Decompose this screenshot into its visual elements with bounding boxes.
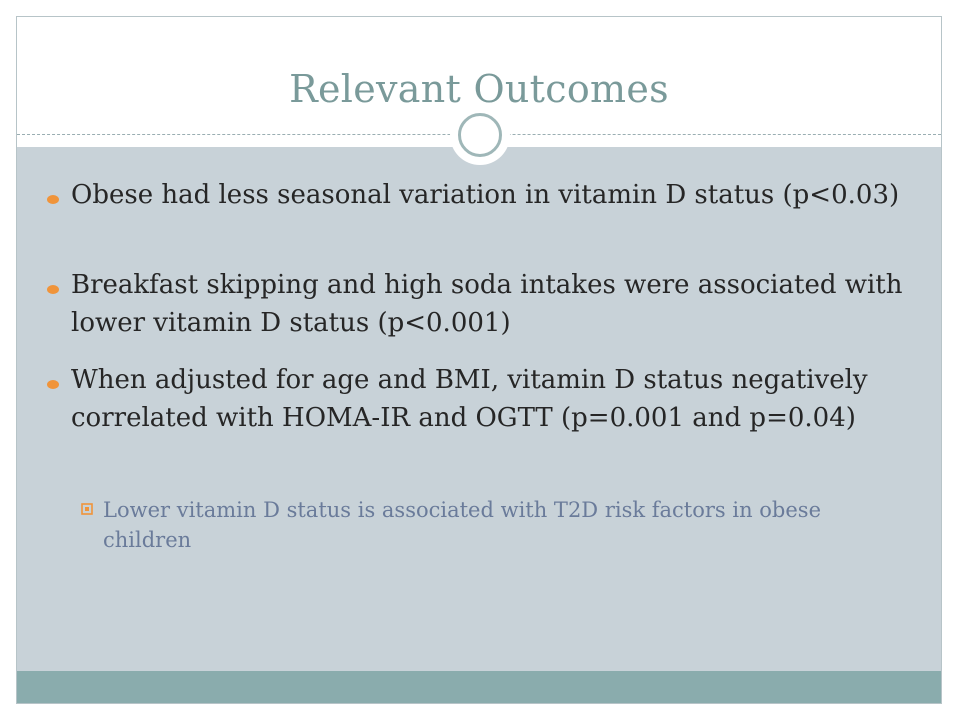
ring-circle-icon [458, 113, 502, 157]
bullet-text: Breakfast skipping and high soda intakes… [71, 270, 903, 338]
bullet-text: Obese had less seasonal variation in vit… [71, 180, 900, 210]
footer-band [17, 671, 941, 703]
bullet-item: Obese had less seasonal variation in vit… [47, 176, 907, 252]
sub-bullet-item: Lower vitamin D status is associated wit… [81, 495, 901, 559]
content-area: Obese had less seasonal variation in vit… [17, 147, 941, 671]
bullet-item: When adjusted for age and BMI, vitamin D… [47, 361, 907, 475]
orange-dot-icon [47, 285, 59, 294]
orange-dot-icon [47, 380, 59, 389]
bullet-list: Obese had less seasonal variation in vit… [17, 147, 941, 671]
orange-dot-icon [47, 195, 59, 204]
slide-title: Relevant Outcomes [289, 67, 669, 111]
hollow-square-bullet-icon [81, 503, 93, 515]
bullet-item: Breakfast skipping and high soda intakes… [47, 266, 907, 342]
bullet-text: When adjusted for age and BMI, vitamin D… [71, 365, 868, 433]
sub-bullet-text: Lower vitamin D status is associated wit… [103, 498, 822, 552]
